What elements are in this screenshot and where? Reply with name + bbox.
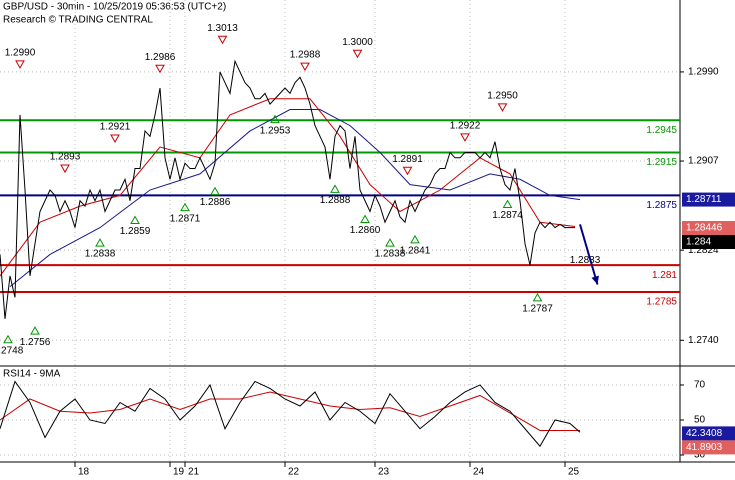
x-tick-label: 23 [378,467,390,478]
low-marker [410,234,420,244]
high-label: 1.2891 [392,154,423,165]
low-marker [502,199,513,208]
high-label: 1.2921 [100,122,131,133]
price-box-label: 42.3408 [686,428,723,439]
y-tick-label: 1.2824 [688,245,719,256]
price-box-label: 1.28446 [686,223,723,234]
low-label: 1.2838 [375,249,406,260]
high-label: 1.2893 [50,152,81,163]
low-label: 1.2841 [400,246,431,257]
low-marker [30,326,40,335]
moving-average [0,98,576,277]
x-tick-label: 25 [568,467,580,478]
y-tick-label: 1.2990 [688,67,719,78]
low-marker [385,238,395,247]
low-label: 1.2888 [320,195,351,206]
level-label: 1.2945 [646,125,677,136]
high-marker [15,60,25,69]
price-box [682,192,735,207]
low-marker [330,184,340,193]
target-label: 1.2833 [570,255,601,266]
price-box-label: 41.8903 [686,442,723,453]
high-marker [217,35,228,45]
high-marker [110,134,120,144]
y-tick-label: 1.2907 [688,156,719,167]
low-marker [130,215,140,225]
y-tick-label: 50 [694,415,706,426]
high-label: 1.2988 [290,50,321,61]
high-marker [60,164,70,174]
arrow-head [591,275,599,285]
y-tick-label: 1.2740 [688,335,719,346]
high-marker [460,133,470,142]
low-label: 1.2748 [0,345,24,356]
price-box [682,235,735,250]
low-label: 1.2886 [200,197,231,208]
low-marker [180,202,190,212]
level-label: 1.281 [652,270,677,281]
high-label: 1.3013 [207,23,238,34]
low-marker [360,214,370,223]
level-label: 1.2875 [646,200,677,211]
price-box [682,426,735,441]
low-label: 1.2871 [170,213,201,224]
low-label: 1.2859 [120,226,151,237]
low-marker [270,114,280,124]
x-tick-label: 18 [78,467,90,478]
price-box-label: 1.284 [686,237,711,248]
level-label: 1.2785 [646,297,677,308]
low-marker [95,238,105,247]
price-box [682,221,735,236]
pane-title: RSI14 - 9MA [3,369,61,380]
y-tick-label: 30 [694,450,706,461]
high-label: 1.3000 [342,37,373,48]
x-tick-label: 22 [288,467,300,478]
low-label: 1.2838 [85,249,116,260]
high-label: 1.2990 [5,48,36,59]
high-marker [497,103,508,112]
y-tick-label: 70 [694,380,706,391]
low-label: 1.2860 [350,225,381,236]
low-label: 1.2874 [492,210,523,221]
level-label: 1.2915 [646,157,677,168]
price-box-label: 1.28711 [686,194,722,205]
x-tick-label: 24 [473,467,485,478]
rsi-ma-line [0,391,580,431]
x-tick-label: 21 [188,467,200,478]
chart-subtitle: Research © TRADING CENTRAL [3,15,153,26]
low-label: 1.2756 [20,337,51,348]
moving-average [9,109,581,288]
high-marker [352,49,363,59]
x-tick-label: 19 [173,467,185,478]
projection-arrow [579,224,599,285]
high-label: 1.2950 [487,91,518,102]
price-box [682,440,735,455]
high-label: 1.2986 [145,52,176,63]
chart-title: GBP/USD - 30min - 10/25/2019 05:36:53 (U… [3,2,226,13]
rsi-line [0,380,581,448]
price-line [0,59,575,319]
high-marker [402,166,413,176]
low-marker [3,334,13,344]
low-label: 1.2787 [522,303,553,314]
high-label: 1.2922 [450,121,481,132]
high-marker [155,64,165,74]
low-label: 1.2953 [260,125,291,136]
low-marker [210,186,220,196]
high-marker [300,62,310,72]
low-marker [532,292,543,302]
